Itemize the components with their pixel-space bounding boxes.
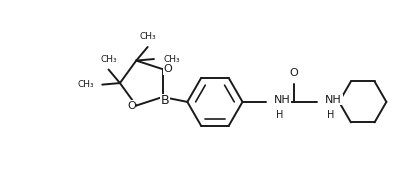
Text: CH₃: CH₃ [78, 80, 94, 89]
Text: CH₃: CH₃ [139, 32, 156, 41]
Text: O: O [127, 101, 136, 111]
Text: NH: NH [325, 95, 342, 105]
Text: O: O [289, 68, 298, 78]
Text: B: B [160, 94, 169, 107]
Text: H: H [276, 110, 284, 120]
Text: H: H [327, 110, 335, 120]
Text: O: O [163, 64, 172, 74]
Text: CH₃: CH₃ [164, 55, 181, 63]
Text: CH₃: CH₃ [100, 55, 117, 64]
Text: NH: NH [274, 95, 291, 105]
